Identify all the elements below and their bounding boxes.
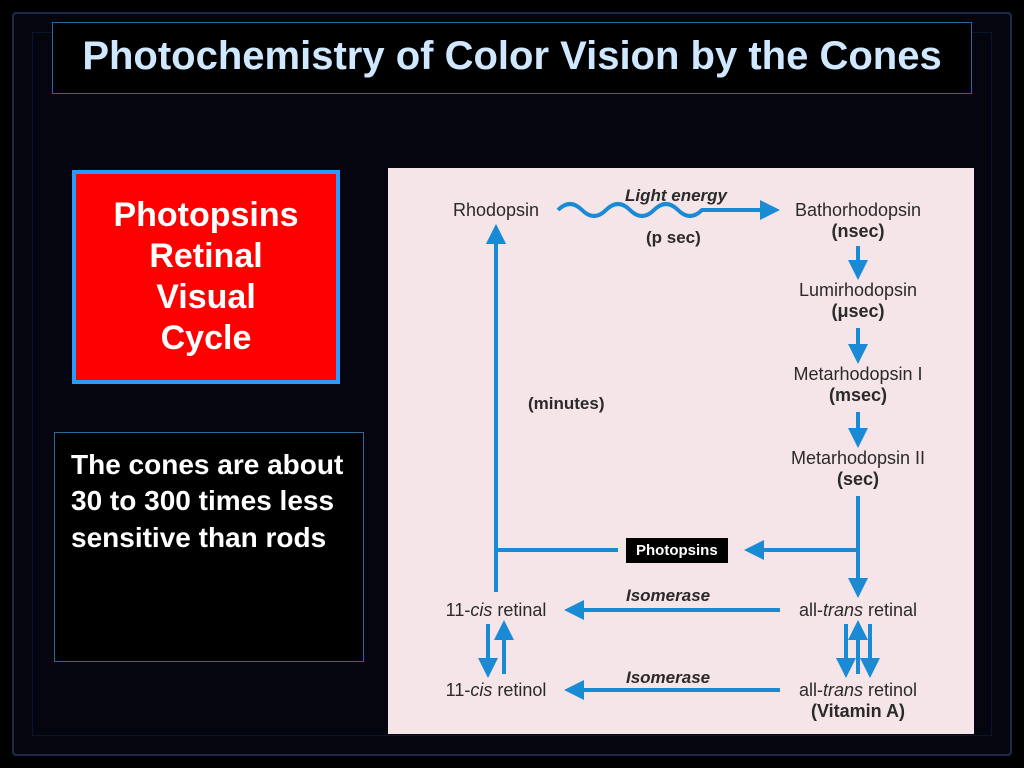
node-lumirhodopsin: Lumirhodopsin(μsec) xyxy=(768,280,948,321)
fact-text: The cones are about 30 to 300 times less… xyxy=(71,447,347,556)
red-box-line: Cycle xyxy=(76,318,336,359)
edge-label-isomerase-1: Isomerase xyxy=(626,586,710,606)
node-rhodopsin: Rhodopsin xyxy=(406,200,586,221)
slide-title: Photochemistry of Color Vision by the Co… xyxy=(73,33,951,79)
node-cis_retinol: 11-cis retinol xyxy=(406,680,586,701)
visual-cycle-diagram: Rhodopsin Bathorhodopsin(nsec) Lumirhodops… xyxy=(388,168,974,734)
fact-box: The cones are about 30 to 300 times less… xyxy=(54,432,364,662)
red-box-line: Visual xyxy=(76,277,336,318)
node-cis_retinal: 11-cis retinal xyxy=(406,600,586,621)
edge-label-isomerase-2: Isomerase xyxy=(626,668,710,688)
node-all_trans_retinal: all-trans retinal xyxy=(768,600,948,621)
edge-label-light-energy: Light energy xyxy=(606,186,746,206)
title-box: Photochemistry of Color Vision by the Co… xyxy=(52,22,972,94)
node-metarhodopsin1: Metarhodopsin I(msec) xyxy=(768,364,948,405)
node-metarhodopsin2: Metarhodopsin II(sec) xyxy=(768,448,948,489)
edge-label-photopsins: Photopsins xyxy=(626,538,728,563)
node-all_trans_retinol: all-trans retinol(Vitamin A) xyxy=(768,680,948,721)
photopsins-cycle-box: PhotopsinsRetinalVisualCycle xyxy=(72,170,340,384)
node-bathorhodopsin: Bathorhodopsin(nsec) xyxy=(768,200,948,241)
edge-label-psec: (p sec) xyxy=(646,228,701,248)
red-box-line: Photopsins xyxy=(76,195,336,236)
edge-label-minutes: (minutes) xyxy=(528,394,605,414)
red-box-line: Retinal xyxy=(76,236,336,277)
